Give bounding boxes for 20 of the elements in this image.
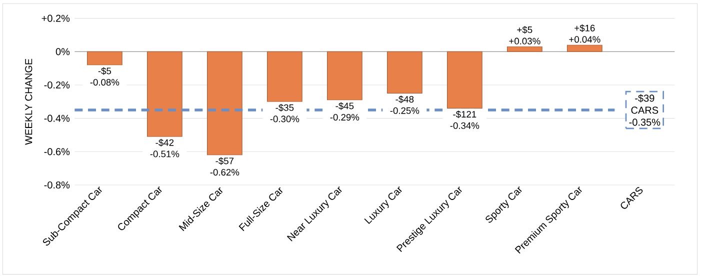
- data-label: -$5 -0.08%: [90, 67, 120, 86]
- data-label: -$35 -0.30%: [270, 104, 300, 122]
- y-tick-label: -0.2%: [44, 81, 70, 89]
- data-label: -$57 -0.62%: [210, 157, 240, 176]
- data-label: -$45 -0.29%: [330, 102, 360, 121]
- data-label: -$42 -0.51%: [150, 138, 180, 158]
- data-label: -$48 -0.25%: [390, 96, 420, 114]
- data-label: +$16 +0.04%: [569, 24, 600, 43]
- data-label: -$121 -0.34%: [450, 110, 480, 129]
- bar: [566, 44, 602, 52]
- y-tick-label: 0%: [56, 48, 70, 56]
- data-label: +$5 +0.03%: [509, 26, 540, 44]
- y-tick-label: -0.6%: [44, 148, 70, 156]
- y-axis-title: WEEKLY CHANGE: [25, 58, 32, 145]
- bar: [207, 51, 242, 156]
- y-tick-label: -0.4%: [44, 114, 70, 122]
- y-tick-label: +0.2%: [42, 14, 70, 22]
- y-tick-label: -0.8%: [44, 181, 70, 189]
- bar: [506, 46, 542, 52]
- ref-line-label: -$39 CARS -0.35%: [629, 94, 660, 126]
